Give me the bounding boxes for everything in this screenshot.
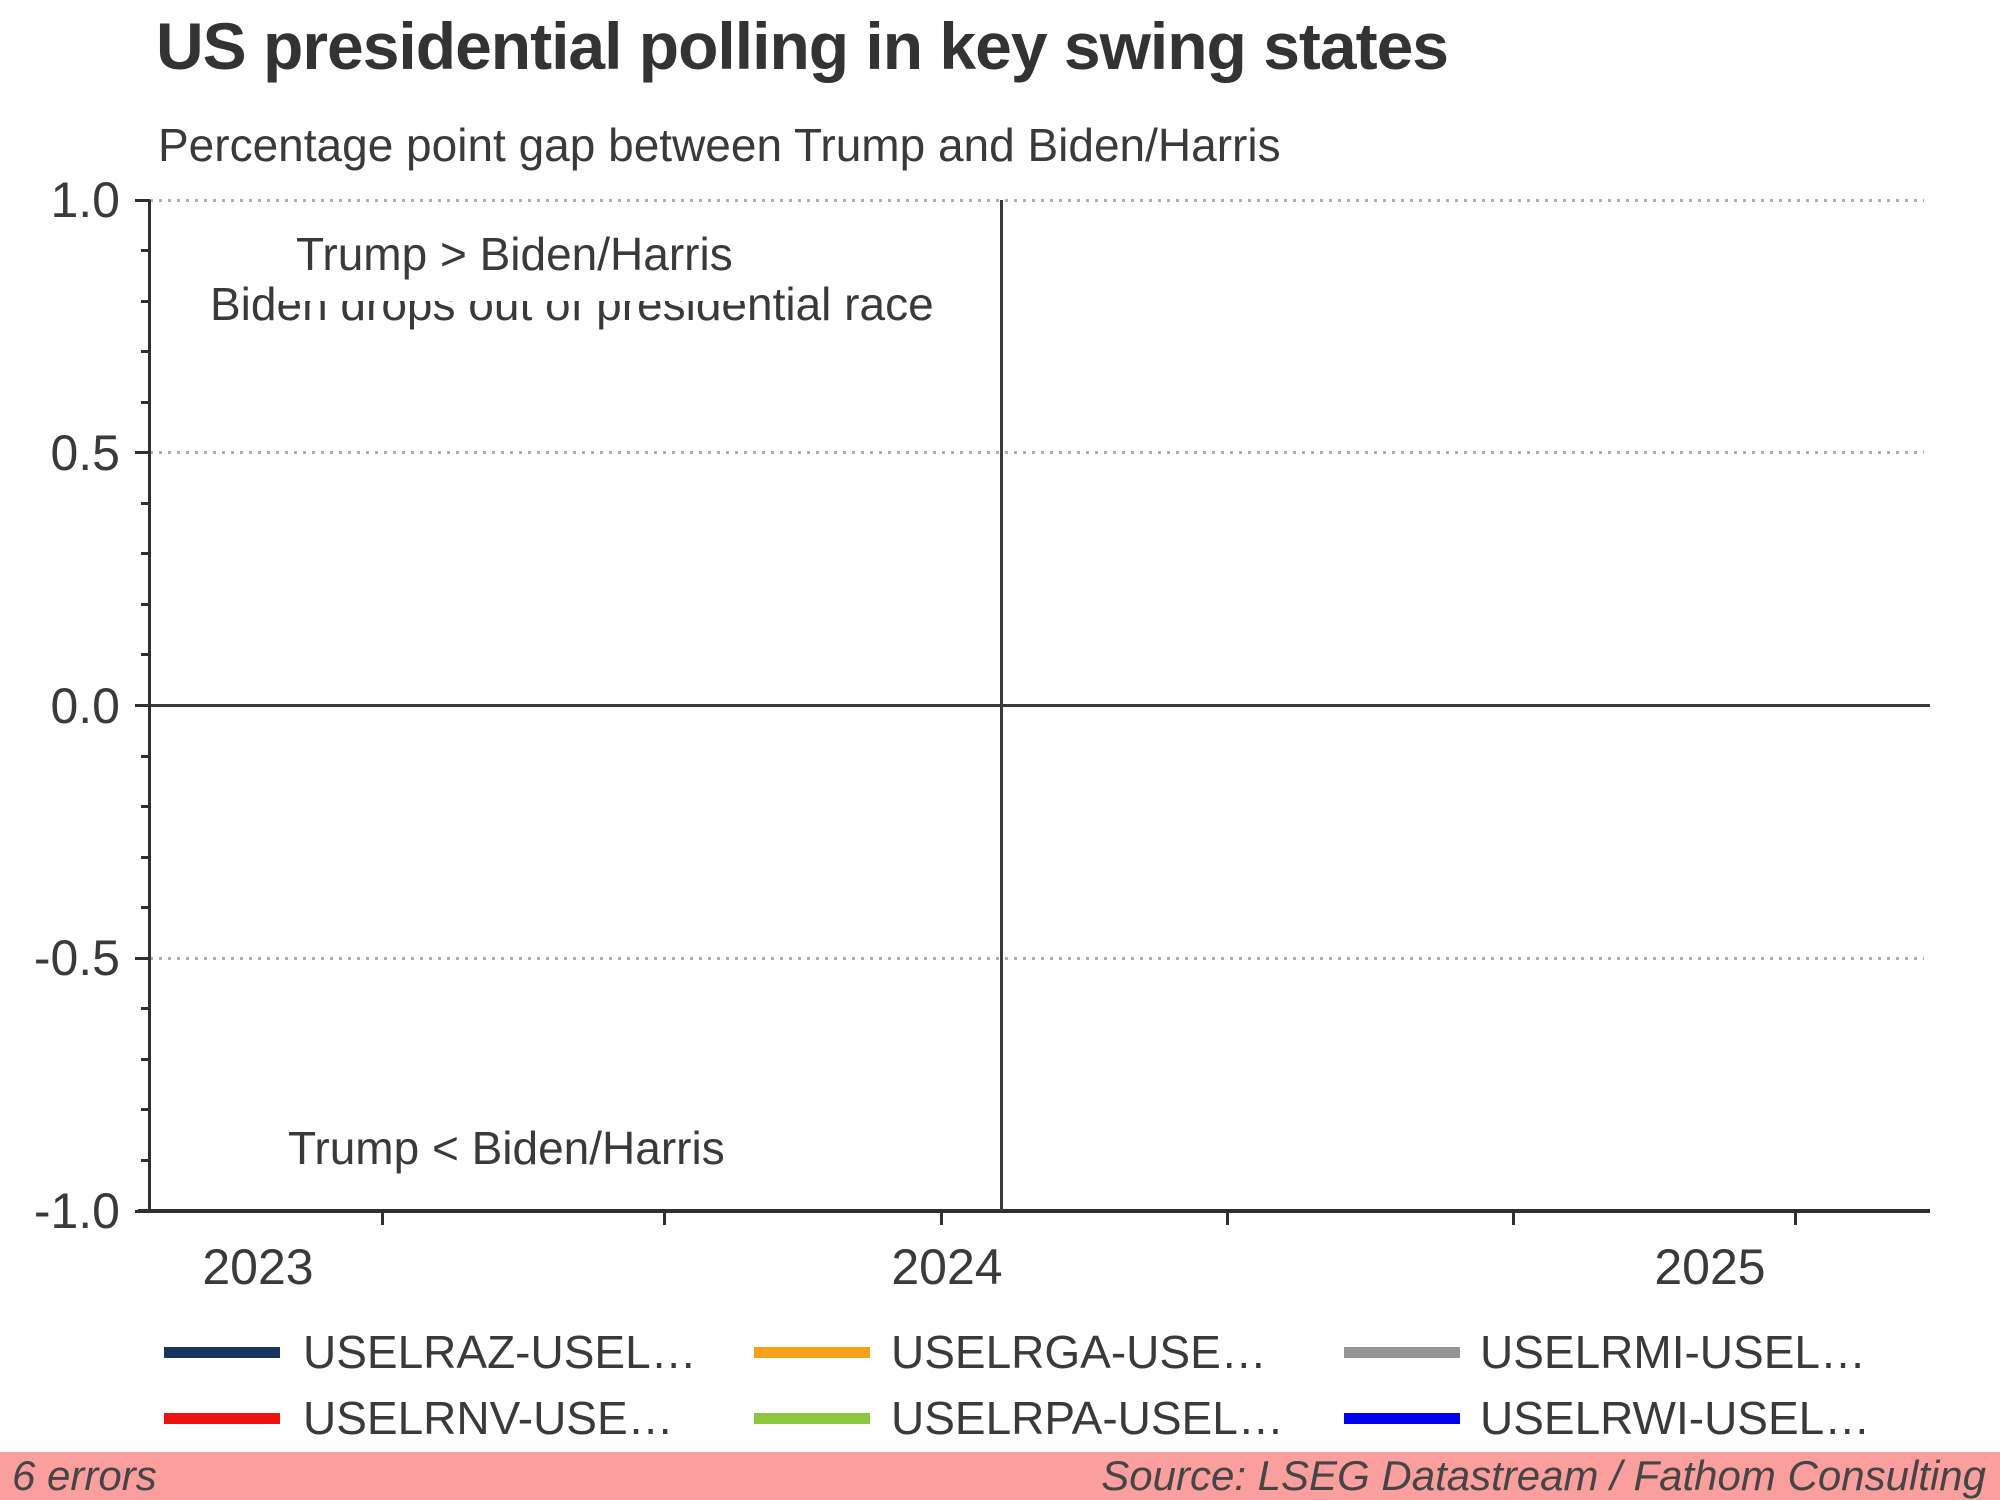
legend-line-swatch [1344, 1413, 1460, 1424]
x-axis-label: 2024 [891, 1239, 1003, 1295]
legend-line-swatch [1344, 1347, 1460, 1358]
x-axis-label: 2023 [202, 1239, 314, 1295]
legend-label: USELRMI-USEL… [1480, 1326, 1866, 1378]
legend-label: USELRAZ-USEL… [303, 1326, 697, 1378]
legend-line-swatch [754, 1347, 870, 1358]
legend-label: USELRWI-USEL… [1480, 1392, 1871, 1444]
footer-error-bar: 6 errors Source: LSEG Datastream / Fatho… [0, 1452, 2000, 1500]
x-axis-tick [1511, 1212, 1515, 1225]
y-major-tick [135, 451, 150, 455]
x-axis-line [138, 1209, 1930, 1213]
y-minor-tick [141, 1108, 150, 1112]
x-axis-label: 2025 [1654, 1239, 1766, 1295]
y-axis-label: -1.0 [33, 1183, 120, 1239]
annotation-trump-leads: Trump > Biden/Harris [280, 224, 749, 301]
gridline-1-0 [150, 199, 1924, 202]
legend-line-swatch [164, 1413, 280, 1424]
y-minor-tick [141, 501, 150, 505]
gridline-neg-0-5 [150, 957, 1924, 960]
legend-label: USELRNV-USE… [303, 1392, 674, 1444]
y-minor-tick [141, 552, 150, 556]
event-line-biden-dropout [1000, 200, 1003, 1211]
y-minor-tick [141, 249, 150, 253]
y-minor-tick [141, 754, 150, 758]
chart-title: US presidential polling in key swing sta… [156, 9, 1449, 83]
legend-line-swatch [754, 1413, 870, 1424]
chart-subtitle: Percentage point gap between Trump and B… [158, 119, 1281, 171]
y-major-tick [135, 198, 150, 202]
y-axis-label: 1.0 [50, 172, 120, 228]
y-minor-tick [141, 350, 150, 354]
y-minor-tick [141, 602, 150, 606]
gridline-0-5 [150, 451, 1924, 454]
y-minor-tick [141, 299, 150, 303]
y-axis-label: -0.5 [33, 930, 120, 986]
x-axis-tick [380, 1212, 384, 1225]
source-credit: Source: LSEG Datastream / Fathom Consult… [1101, 1452, 1986, 1499]
y-major-tick [135, 1209, 150, 1213]
y-minor-tick [141, 400, 150, 404]
x-axis-tick [939, 1212, 943, 1225]
legend-label: USELRGA-USE… [891, 1326, 1267, 1378]
x-axis-tick [1225, 1212, 1229, 1225]
x-axis-tick [1793, 1212, 1797, 1225]
y-minor-tick [141, 1158, 150, 1162]
y-minor-tick [141, 906, 150, 910]
y-minor-tick [141, 805, 150, 809]
error-count: 6 errors [12, 1452, 157, 1499]
y-minor-tick [141, 653, 150, 657]
y-major-tick [135, 956, 150, 960]
y-minor-tick [141, 855, 150, 859]
y-minor-tick [141, 1007, 150, 1011]
legend-line-swatch [164, 1347, 280, 1358]
y-minor-tick [141, 1057, 150, 1061]
legend-label: USELRPA-USEL… [891, 1392, 1284, 1444]
x-axis-tick [662, 1212, 666, 1225]
y-major-tick [135, 704, 150, 707]
zero-line [150, 704, 1930, 707]
y-axis-label: 0.5 [50, 425, 120, 481]
annotation-trump-trails: Trump < Biden/Harris [288, 1122, 725, 1174]
y-axis-label: 0.0 [50, 678, 120, 734]
